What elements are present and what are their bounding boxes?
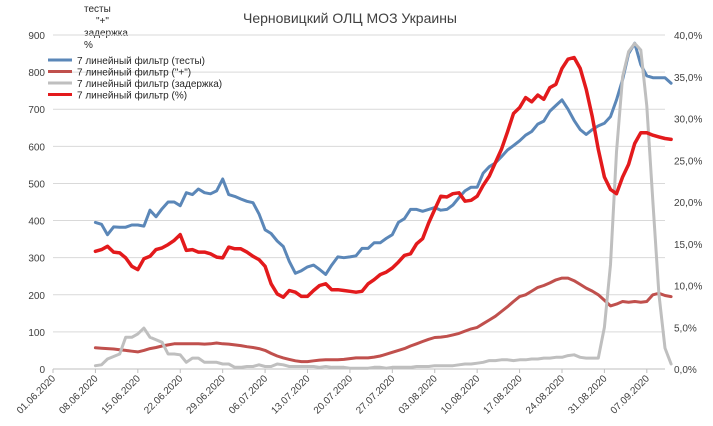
legend-label-2: 7 линейный фильтр ("+") [77,67,191,79]
series-line-3 [93,41,673,370]
left-tick-label: 300 [28,254,45,265]
gridlines [53,34,665,370]
series-line-4 [93,55,673,299]
left-tick-label: 100 [28,328,45,339]
legend-label-3: 7 линейный фильтр (задержка) [77,78,222,90]
left-tick-label: 700 [28,105,45,116]
right-tick-label: 10,0% [674,282,702,293]
legend: 7 линейный фильтр (тесты)7 линейный филь… [48,55,222,102]
right-tick-label: 40,0% [674,31,702,42]
right-axis-title-percent: % [84,40,93,51]
left-tick-label: 600 [28,142,45,153]
series-line-1 [93,41,673,276]
left-tick-label: 800 [28,68,45,79]
left-tick-label: 900 [28,31,45,42]
right-tick-label: 0,0% [674,365,697,376]
left-axis-title-plus: "+" [96,16,109,27]
chart-title: Черновицкий ОЛЦ МОЗ Украины [243,10,457,26]
left-tick-label: 500 [28,179,45,190]
left-tick-label: 400 [28,217,45,228]
right-axis-ticks: 0,0% 5,0% 10,0% 15,0% 20,0% 25,0% 30,0% 35,0% 40… [674,31,702,376]
right-tick-label: 20,0% [674,198,702,209]
left-tick-label: 200 [28,291,45,302]
legend-label-4: 7 линейный фильтр (%) [77,90,187,102]
left-axis-title-tests: тесты [84,4,111,15]
right-tick-label: 30,0% [674,115,702,126]
left-tick-label: 0 [39,365,45,376]
right-tick-label: 35,0% [674,73,702,84]
series-lines [93,41,673,370]
series-line-2 [93,276,673,364]
right-tick-label: 25,0% [674,156,702,167]
left-axis-title-delay: задержка [84,28,128,39]
right-tick-label: 5,0% [674,323,697,334]
right-tick-label: 15,0% [674,240,702,251]
left-axis-ticks: 0 100 200 300 400 500 600 700 800 900 [28,31,45,376]
legend-label-1: 7 линейный фильтр (тесты) [77,55,205,67]
